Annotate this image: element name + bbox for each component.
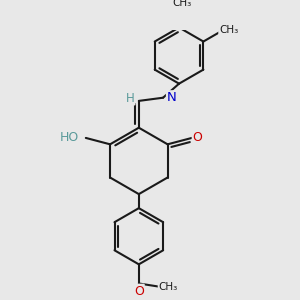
Text: HO: HO: [60, 131, 80, 144]
Text: CH₃: CH₃: [159, 282, 178, 292]
Text: CH₃: CH₃: [219, 25, 238, 35]
Text: N: N: [167, 91, 177, 104]
Text: H: H: [126, 92, 135, 105]
Text: O: O: [134, 285, 144, 298]
Text: CH₃: CH₃: [172, 0, 192, 8]
Text: O: O: [193, 131, 202, 144]
